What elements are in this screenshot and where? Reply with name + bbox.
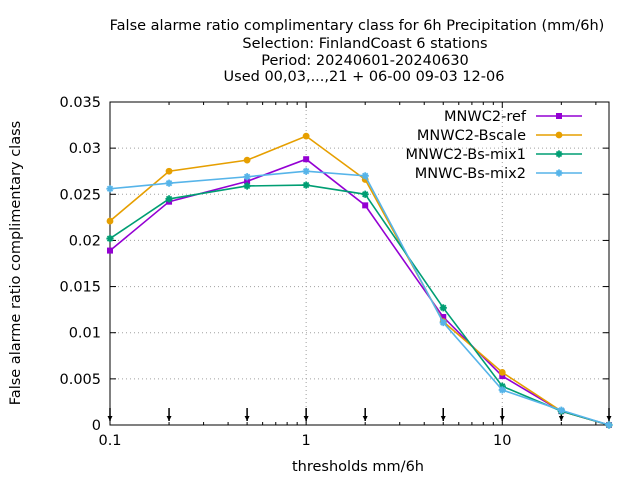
- data-point: [557, 406, 565, 414]
- legend-marker: [555, 131, 563, 139]
- x-tick-label: 1: [302, 433, 311, 449]
- y-tick-label: 0.025: [59, 187, 101, 203]
- data-point: [498, 368, 506, 376]
- legend-key: [536, 150, 582, 158]
- y-tick-label: 0: [92, 418, 101, 434]
- title-line-3: Period: 20240601-20240630: [261, 53, 469, 69]
- series-line: [109, 158, 610, 426]
- series-line: [109, 184, 610, 426]
- threshold-marker-head: [166, 416, 172, 421]
- threshold-marker-head: [558, 416, 564, 421]
- series-mnwc2-bs-mix1: [106, 181, 613, 429]
- series-line: [109, 170, 610, 426]
- legend-label: MNWC-Bs-mix2: [415, 166, 526, 182]
- legend-key: [536, 113, 582, 119]
- grid-lines: [110, 102, 609, 425]
- legend-label: MNWC2-Bscale: [417, 128, 526, 144]
- data-point: [361, 190, 369, 198]
- legend-key: [536, 169, 582, 177]
- threshold-marker-head: [499, 416, 505, 421]
- y-tick-label: 0.03: [69, 141, 101, 157]
- data-point: [439, 318, 447, 327]
- legend: MNWC2-ref MNWC2-Bscale MNWC2-Bs-mix1 MNWC-B…: [406, 109, 582, 182]
- y-axis-label: False alarme ratio complimentary class: [8, 121, 24, 405]
- x-tick-label: 10: [493, 433, 511, 449]
- data-point: [361, 172, 369, 180]
- data-point: [303, 156, 310, 163]
- data-point: [106, 185, 114, 193]
- data-point: [362, 202, 369, 209]
- data-point: [165, 179, 173, 187]
- data-point: [498, 386, 506, 394]
- y-tick-label: 0.015: [59, 280, 101, 296]
- threshold-marker-head: [303, 416, 309, 421]
- title-line-1: False alarme ratio complimentary class f…: [110, 18, 605, 34]
- threshold-marker-head: [362, 416, 368, 421]
- plot-series: [106, 132, 613, 429]
- data-point: [302, 132, 310, 140]
- y-tick-label: 0.005: [59, 372, 101, 388]
- x-axis-label: thresholds mm/6h: [292, 459, 424, 475]
- y-tick-label: 0.035: [59, 95, 101, 111]
- data-point: [605, 421, 613, 429]
- legend-marker: [556, 113, 562, 119]
- title-line-2: Selection: FinlandCoast 6 stations: [242, 36, 487, 52]
- legend-label: MNWC2-Bs-mix1: [406, 147, 526, 163]
- data-point: [499, 373, 506, 380]
- legend-marker: [555, 169, 563, 177]
- data-point: [439, 304, 447, 312]
- data-point: [106, 234, 114, 243]
- data-point: [244, 178, 251, 185]
- data-point: [165, 195, 173, 203]
- data-point: [302, 181, 310, 189]
- threshold-marker-head: [440, 416, 446, 421]
- legend-key: [536, 131, 582, 139]
- axes: 0 0.005 0.01 0.015 0.02 0.025 0.03 0.035 0.1 1 10: [59, 95, 612, 449]
- data-point: [440, 314, 447, 321]
- data-point: [107, 247, 113, 254]
- series-mnwc2-bscale: [106, 132, 613, 429]
- y-tick-label: 0.02: [69, 233, 101, 249]
- data-point: [302, 167, 310, 175]
- plot-frame: [109, 101, 610, 426]
- series-mnwc-bs-mix2: [106, 167, 613, 429]
- data-point: [106, 217, 114, 225]
- series-line: [109, 135, 610, 426]
- data-point: [165, 167, 173, 175]
- x-tick-label: 0.1: [98, 433, 121, 449]
- threshold-marker-head: [244, 416, 250, 421]
- data-point: [243, 182, 251, 190]
- legend-label: MNWC2-ref: [444, 109, 527, 125]
- data-point: [243, 173, 251, 181]
- title-line-4: Used 00,03,...,21 + 06-00 09-03 12-06: [224, 69, 505, 85]
- data-point: [243, 156, 251, 164]
- legend-marker: [555, 150, 563, 158]
- data-point: [498, 382, 506, 390]
- y-tick-label: 0.01: [69, 326, 101, 342]
- chart-title: False alarme ratio complimentary class f…: [110, 18, 605, 85]
